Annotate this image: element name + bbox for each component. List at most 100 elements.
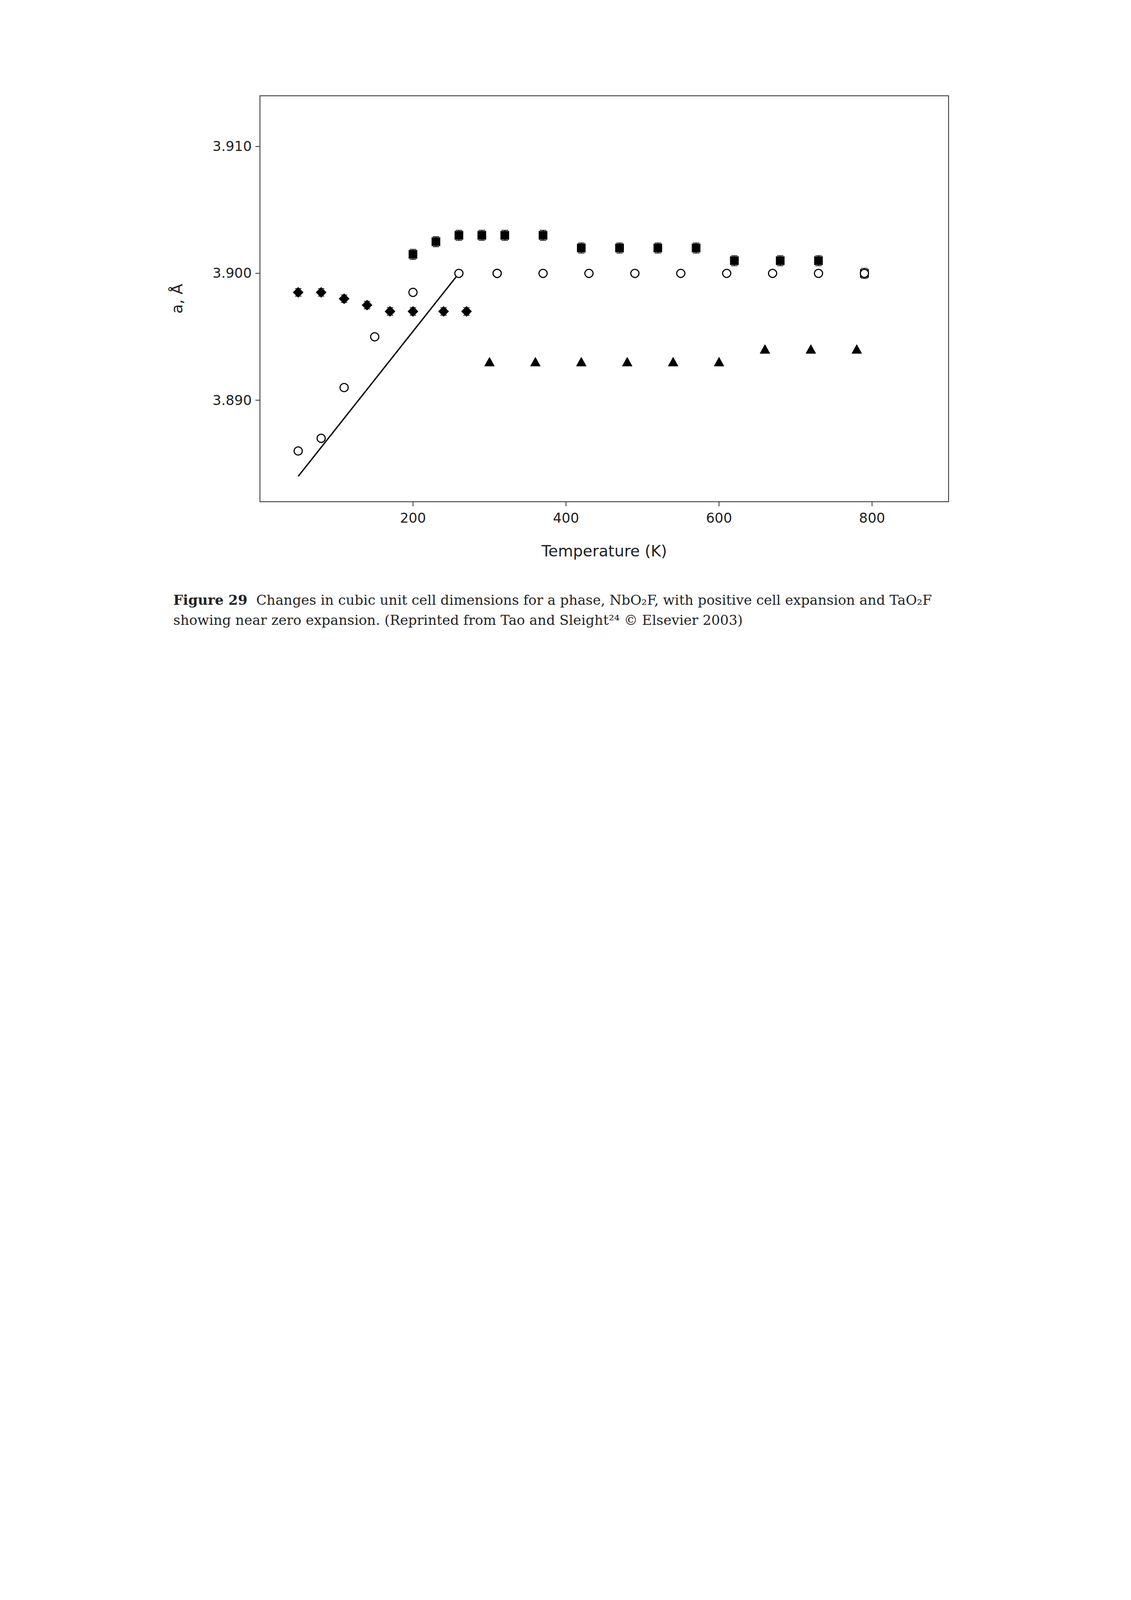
error-bar-cap: [861, 268, 868, 270]
trend-line: [298, 273, 459, 477]
point: [384, 306, 396, 317]
error-bar-cap: [815, 265, 822, 267]
subtitle: Changes in cubic unit cell dimensions fo…: [173, 591, 937, 628]
x-axis-label: Temperature (K): [540, 541, 667, 561]
error-bar-cap: [409, 259, 417, 260]
y-axis-label: a, Å: [167, 283, 187, 314]
point: [722, 269, 731, 278]
point: [316, 434, 326, 443]
point: [454, 231, 463, 240]
point: [814, 256, 823, 265]
caption: Figure 29 Changes in cubic unit cell dim…: [173, 590, 958, 630]
chart: 200 400 600 800 3.890 3.900 3.910 Temperature (…: [155, 72, 976, 575]
x-tick: [718, 501, 720, 507]
point: [860, 269, 869, 278]
error-bar-cap: [731, 265, 738, 267]
error-bar-cap: [478, 229, 486, 231]
error-bar-cap: [861, 278, 868, 280]
x-axis: 200 400 600 800: [399, 501, 886, 526]
error-bar-cap: [777, 255, 784, 257]
point: [407, 306, 419, 317]
point: [714, 357, 725, 366]
error-bar-cap: [692, 252, 700, 254]
point: [362, 300, 373, 311]
error-bar-cap: [539, 239, 547, 241]
point: [461, 306, 473, 317]
point: [539, 269, 548, 278]
point: [539, 231, 548, 240]
point: [370, 332, 379, 341]
point: [293, 287, 304, 298]
y-tick-label: 3.900: [212, 264, 252, 281]
error-bar-cap: [501, 239, 509, 241]
point: [431, 237, 441, 246]
x-tick-label: 200: [399, 509, 426, 526]
point: [484, 357, 495, 366]
point: [851, 344, 862, 353]
point: [576, 357, 587, 366]
x-tick-label: 600: [705, 509, 732, 526]
point: [530, 357, 541, 366]
point: [438, 306, 449, 317]
error-bar-cap: [731, 255, 738, 257]
error-bar-cap: [455, 229, 462, 231]
error-bar-cap: [692, 242, 700, 244]
y-tick: [255, 399, 260, 401]
plot-area: [259, 95, 949, 502]
y-tick-label: 3.910: [212, 138, 252, 155]
plot-frame: [259, 95, 949, 502]
point: [492, 269, 502, 278]
point: [768, 269, 777, 278]
point: [630, 269, 639, 278]
point: [860, 269, 869, 278]
error-bar-cap: [578, 252, 585, 254]
markers: [293, 231, 869, 456]
error-bar-cap: [432, 236, 440, 238]
error-bar-cap: [654, 242, 661, 244]
error-bar-cap: [539, 229, 547, 231]
error-bar-cap: [815, 255, 822, 257]
point: [584, 269, 593, 278]
error-bar-cap: [616, 242, 623, 244]
point: [691, 243, 701, 253]
x-tick-label: 400: [552, 509, 579, 526]
figure: 200 400 600 800 3.890 3.900 3.910 Temperature (…: [155, 72, 976, 630]
error-bars: [295, 230, 868, 316]
x-tick: [412, 501, 414, 507]
point: [653, 243, 662, 253]
error-bar-cap: [777, 265, 784, 267]
error-bar-cap: [578, 242, 585, 244]
point: [776, 256, 785, 265]
title: Figure 29: [173, 591, 248, 608]
y-tick: [255, 272, 260, 274]
error-bar-cap: [616, 252, 623, 254]
point: [805, 344, 816, 353]
x-tick: [565, 501, 567, 507]
lines: [298, 273, 459, 477]
point: [477, 231, 487, 240]
point: [668, 357, 679, 366]
error-bar-cap: [432, 246, 440, 248]
point: [814, 269, 823, 278]
point: [294, 446, 303, 456]
point: [338, 293, 350, 305]
point: [615, 243, 624, 253]
y-axis: 3.890 3.900 3.910: [212, 138, 260, 408]
point: [622, 357, 633, 366]
point: [676, 269, 685, 278]
x-tick: [871, 501, 873, 507]
error-bar-cap: [654, 252, 661, 254]
point: [409, 250, 418, 259]
point: [316, 287, 327, 298]
point: [500, 231, 509, 240]
error-bar-cap: [409, 249, 417, 250]
point: [577, 243, 586, 253]
point: [760, 344, 771, 353]
x-tick-label: 800: [859, 509, 886, 526]
point: [409, 288, 418, 297]
error-bar-cap: [455, 239, 462, 241]
error-bar-cap: [501, 229, 509, 231]
y-tick-label: 3.890: [212, 392, 252, 409]
point: [454, 269, 463, 278]
point: [730, 256, 739, 265]
